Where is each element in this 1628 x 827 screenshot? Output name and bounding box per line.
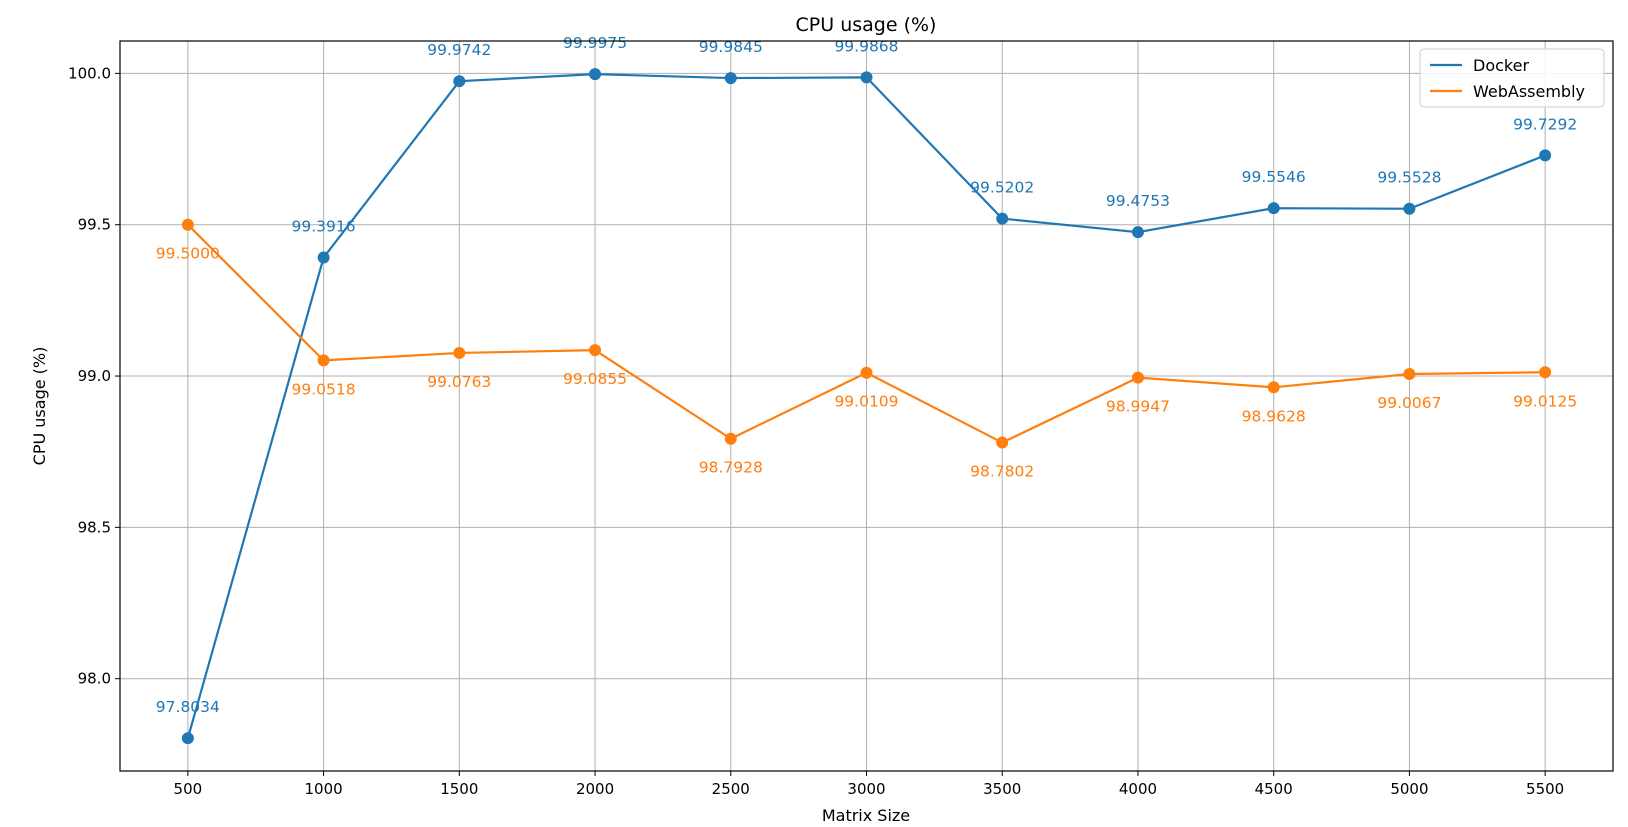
data-label-webassembly: 99.0855 bbox=[563, 370, 627, 388]
legend-label-docker: Docker bbox=[1473, 56, 1529, 75]
x-tick-label: 2000 bbox=[576, 780, 614, 798]
x-tick-label: 3000 bbox=[847, 780, 885, 798]
data-point-webassembly bbox=[996, 436, 1009, 449]
y-tick-label: 98.0 bbox=[78, 670, 111, 688]
data-label-docker: 97.8034 bbox=[156, 698, 220, 716]
data-labels: 97.8034 99.3916 99.9742 99.9975 99.9845 99.98… bbox=[156, 34, 1577, 716]
x-axis-label: Matrix Size bbox=[822, 806, 910, 825]
x-tick-label: 5000 bbox=[1390, 780, 1428, 798]
data-point-docker bbox=[996, 212, 1009, 225]
x-tick-label: 3500 bbox=[983, 780, 1021, 798]
data-point-webassembly bbox=[453, 346, 466, 359]
data-label-webassembly: 99.5000 bbox=[156, 245, 220, 263]
data-label-webassembly: 99.0109 bbox=[834, 393, 898, 411]
y-tick-label: 100.0 bbox=[68, 64, 111, 82]
data-point-docker bbox=[1131, 226, 1144, 239]
x-tick-label: 4000 bbox=[1119, 780, 1157, 798]
data-label-docker: 99.4753 bbox=[1106, 192, 1170, 210]
axis-ticks: 500 1000 1500 2000 2500 3000 3500 4000 4500 5000 5… bbox=[68, 64, 1564, 798]
data-point-webassembly bbox=[1539, 366, 1552, 379]
data-label-docker: 99.9742 bbox=[427, 41, 491, 59]
data-point-docker bbox=[1403, 202, 1416, 215]
data-point-webassembly bbox=[1131, 371, 1144, 384]
data-point-webassembly bbox=[724, 432, 737, 445]
data-point-docker bbox=[453, 75, 466, 88]
data-label-docker: 99.5528 bbox=[1377, 169, 1441, 187]
data-point-docker bbox=[724, 72, 737, 85]
data-label-docker: 99.7292 bbox=[1513, 115, 1577, 133]
x-tick-label: 4500 bbox=[1255, 780, 1293, 798]
data-point-docker bbox=[1267, 202, 1280, 215]
legend-box bbox=[1419, 48, 1605, 108]
data-label-webassembly: 98.7928 bbox=[699, 459, 763, 477]
x-tick-label: 500 bbox=[174, 780, 203, 798]
y-axis-label: CPU usage (%) bbox=[30, 347, 49, 466]
data-point-docker bbox=[317, 251, 330, 264]
data-label-webassembly: 99.0518 bbox=[292, 380, 356, 398]
data-point-webassembly bbox=[860, 366, 873, 379]
y-tick-label: 99.5 bbox=[78, 216, 111, 234]
x-tick-label: 5500 bbox=[1526, 780, 1564, 798]
data-label-webassembly: 99.0763 bbox=[427, 373, 491, 391]
x-tick-label: 1500 bbox=[440, 780, 478, 798]
data-label-docker: 99.9975 bbox=[563, 34, 627, 52]
series bbox=[181, 68, 1552, 745]
data-label-docker: 99.5546 bbox=[1242, 168, 1306, 186]
data-point-docker bbox=[181, 732, 194, 745]
data-point-webassembly bbox=[1267, 381, 1280, 394]
chart-title: CPU usage (%) bbox=[796, 14, 937, 36]
legend-label-webassembly: WebAssembly bbox=[1473, 82, 1585, 101]
data-label-webassembly: 98.9947 bbox=[1106, 398, 1170, 416]
data-label-webassembly: 99.0067 bbox=[1377, 394, 1441, 412]
data-point-webassembly bbox=[589, 344, 602, 357]
data-label-docker: 99.5202 bbox=[970, 179, 1034, 197]
data-point-docker bbox=[1539, 149, 1552, 162]
data-label-webassembly: 99.0125 bbox=[1513, 392, 1577, 410]
data-label-webassembly: 98.7802 bbox=[970, 463, 1034, 481]
data-label-docker: 99.3916 bbox=[292, 218, 356, 236]
data-point-webassembly bbox=[317, 354, 330, 367]
data-point-webassembly bbox=[181, 218, 194, 231]
y-tick-label: 98.5 bbox=[78, 518, 111, 536]
data-label-webassembly: 98.9628 bbox=[1242, 407, 1306, 425]
data-point-webassembly bbox=[1403, 368, 1416, 381]
data-label-docker: 99.9845 bbox=[699, 38, 763, 56]
data-point-docker bbox=[860, 71, 873, 84]
data-label-docker: 99.9868 bbox=[834, 37, 898, 55]
x-tick-label: 2500 bbox=[712, 780, 750, 798]
data-point-docker bbox=[589, 68, 602, 81]
legend: Docker WebAssembly bbox=[1419, 48, 1605, 108]
x-tick-label: 1000 bbox=[304, 780, 342, 798]
y-tick-label: 99.0 bbox=[78, 367, 111, 385]
